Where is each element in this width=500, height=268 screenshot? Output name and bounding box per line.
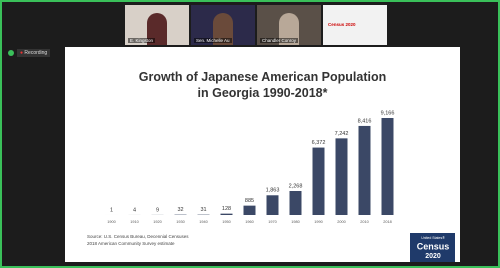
zoom-window: E. Kingston Sen. Michelle Au Chandler Co…	[0, 0, 500, 268]
value-label: 2,268	[289, 183, 303, 189]
x-tick-label: 1980	[291, 220, 299, 224]
x-tick-label: 1970	[268, 220, 276, 224]
bar	[382, 118, 394, 215]
video-tile[interactable]: Census 2020	[323, 5, 387, 45]
value-label: 6,372	[312, 140, 326, 146]
x-tick-label: 2018	[383, 220, 391, 224]
value-label: 7,242	[335, 131, 349, 137]
x-tick-label: 1910	[130, 220, 138, 224]
slide: Growth of Japanese American Population i…	[65, 47, 460, 262]
status-dot	[8, 50, 14, 56]
recording-badge[interactable]: ● Recording	[17, 49, 50, 57]
x-tick-label: 1940	[199, 220, 207, 224]
video-tile[interactable]: Chandler Conroy	[257, 5, 321, 45]
value-label: 885	[245, 198, 254, 204]
bar	[313, 148, 325, 215]
participant-name: Sen. Michelle Au	[194, 38, 232, 43]
x-tick-label: 1950	[222, 220, 230, 224]
value-label: 9,166	[381, 110, 395, 116]
recording-label: Recording	[24, 50, 47, 56]
logo-text: United States®	[421, 236, 445, 240]
value-label: 1	[110, 207, 113, 213]
logo-text: 2020	[425, 253, 441, 260]
source-note: Source: U.S. Census Bureau, Decennial Ce…	[87, 234, 189, 239]
bar	[336, 138, 348, 215]
video-tile[interactable]: E. Kingston	[125, 5, 189, 45]
bar	[290, 191, 302, 215]
x-tick-label: 1900	[107, 220, 115, 224]
value-label: 32	[177, 207, 183, 213]
x-tick-label: 1930	[176, 220, 184, 224]
source-note: 2018 American Community Survey estimate	[87, 241, 175, 246]
chart: Source: U.S. Census Bureau, Decennial Ce…	[65, 47, 460, 262]
x-tick-label: 2000	[337, 220, 345, 224]
value-label: 128	[222, 206, 231, 212]
bar	[359, 126, 371, 215]
bar	[221, 214, 233, 215]
logo-text: Census	[417, 241, 450, 251]
participant-name: E. Kingston	[128, 38, 155, 43]
value-label: 31	[200, 207, 206, 213]
bar	[244, 206, 256, 215]
x-tick-label: 1990	[314, 220, 322, 224]
x-tick-label: 1920	[153, 220, 161, 224]
participant-name: Census 2020	[326, 22, 358, 27]
value-label: 1,863	[266, 188, 280, 194]
x-tick-label: 2010	[360, 220, 368, 224]
x-tick-label: 1960	[245, 220, 253, 224]
participant-name: Chandler Conroy	[260, 38, 298, 43]
value-label: 9	[156, 207, 159, 213]
video-tile[interactable]: Sen. Michelle Au	[191, 5, 255, 45]
value-label: 4	[133, 207, 136, 213]
bar	[267, 195, 279, 215]
value-label: 8,416	[358, 118, 372, 124]
